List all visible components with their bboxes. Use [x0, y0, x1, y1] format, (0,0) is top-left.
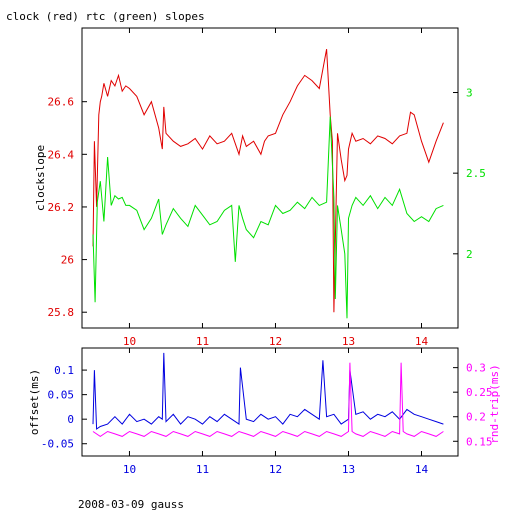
bottom-y2-axis-label: rnd-trip(ms) — [488, 364, 501, 443]
series-line-clock — [92, 49, 444, 313]
y-tick-label: 0 — [67, 413, 74, 426]
top-x-ticks: 10 11 12 13 14 — [123, 28, 429, 348]
y-tick-label: -0.05 — [41, 438, 74, 451]
bottom-series — [92, 352, 444, 438]
series-line-offset — [92, 352, 444, 430]
y2-tick-label: 0.15 — [466, 435, 493, 448]
x-tick-label: 10 — [123, 335, 136, 348]
bottom-x-ticks: 10 11 12 13 14 — [123, 348, 429, 476]
top-plot-frame — [81, 27, 459, 329]
footer-caption: 2008-03-09 gauss — [78, 498, 184, 511]
bottom-y2-ticks: 0.15 0.2 0.25 0.3 — [453, 362, 493, 448]
y-tick-label: 0.05 — [48, 389, 75, 402]
y2-tick-label: 0.2 — [466, 411, 486, 424]
series-line-rnd-trip — [92, 362, 444, 438]
x-tick-label: 14 — [415, 335, 429, 348]
bottom-plot-frame — [81, 347, 459, 457]
bottom-y-ticks: -0.05 0 0.05 0.1 — [41, 364, 87, 451]
y2-tick-label: 0.25 — [466, 386, 493, 399]
series-line-rtc — [92, 116, 444, 319]
top-panel: clockslope 10 11 12 13 14 25.8 26 26.2 26.4 26.6… — [34, 27, 486, 348]
y2-tick-label: 0.3 — [466, 362, 486, 375]
y2-tick-label: 2.5 — [466, 167, 486, 180]
top-y-axis-label: clockslope — [34, 145, 47, 211]
x-tick-label: 12 — [269, 335, 282, 348]
top-series — [92, 49, 444, 319]
y2-tick-label: 2 — [466, 248, 473, 261]
x-tick-label: 14 — [415, 463, 429, 476]
y-tick-label: 0.1 — [54, 364, 74, 377]
x-tick-label: 10 — [123, 463, 136, 476]
y-tick-label: 26 — [61, 254, 74, 267]
y-tick-label: 26.6 — [48, 96, 75, 109]
x-tick-label: 11 — [196, 463, 209, 476]
top-y2-ticks: 22.53 — [453, 87, 486, 261]
top-y-ticks: 25.8 26 26.2 26.4 26.6 — [48, 96, 87, 319]
y-tick-label: 26.4 — [48, 148, 75, 161]
x-tick-label: 12 — [269, 463, 282, 476]
x-tick-label: 13 — [342, 463, 355, 476]
y-tick-label: 25.8 — [48, 306, 75, 319]
x-tick-label: 11 — [196, 335, 209, 348]
chart-title: clock (red) rtc (green) slopes — [6, 10, 205, 23]
x-tick-label: 13 — [342, 335, 355, 348]
bottom-panel: offset(ms) rnd-trip(ms) 10 11 12 13 14 -0.05… — [28, 347, 501, 476]
bottom-y-axis-label: offset(ms) — [28, 369, 41, 435]
y2-tick-label: 3 — [466, 87, 473, 100]
y-tick-label: 26.2 — [48, 201, 75, 214]
